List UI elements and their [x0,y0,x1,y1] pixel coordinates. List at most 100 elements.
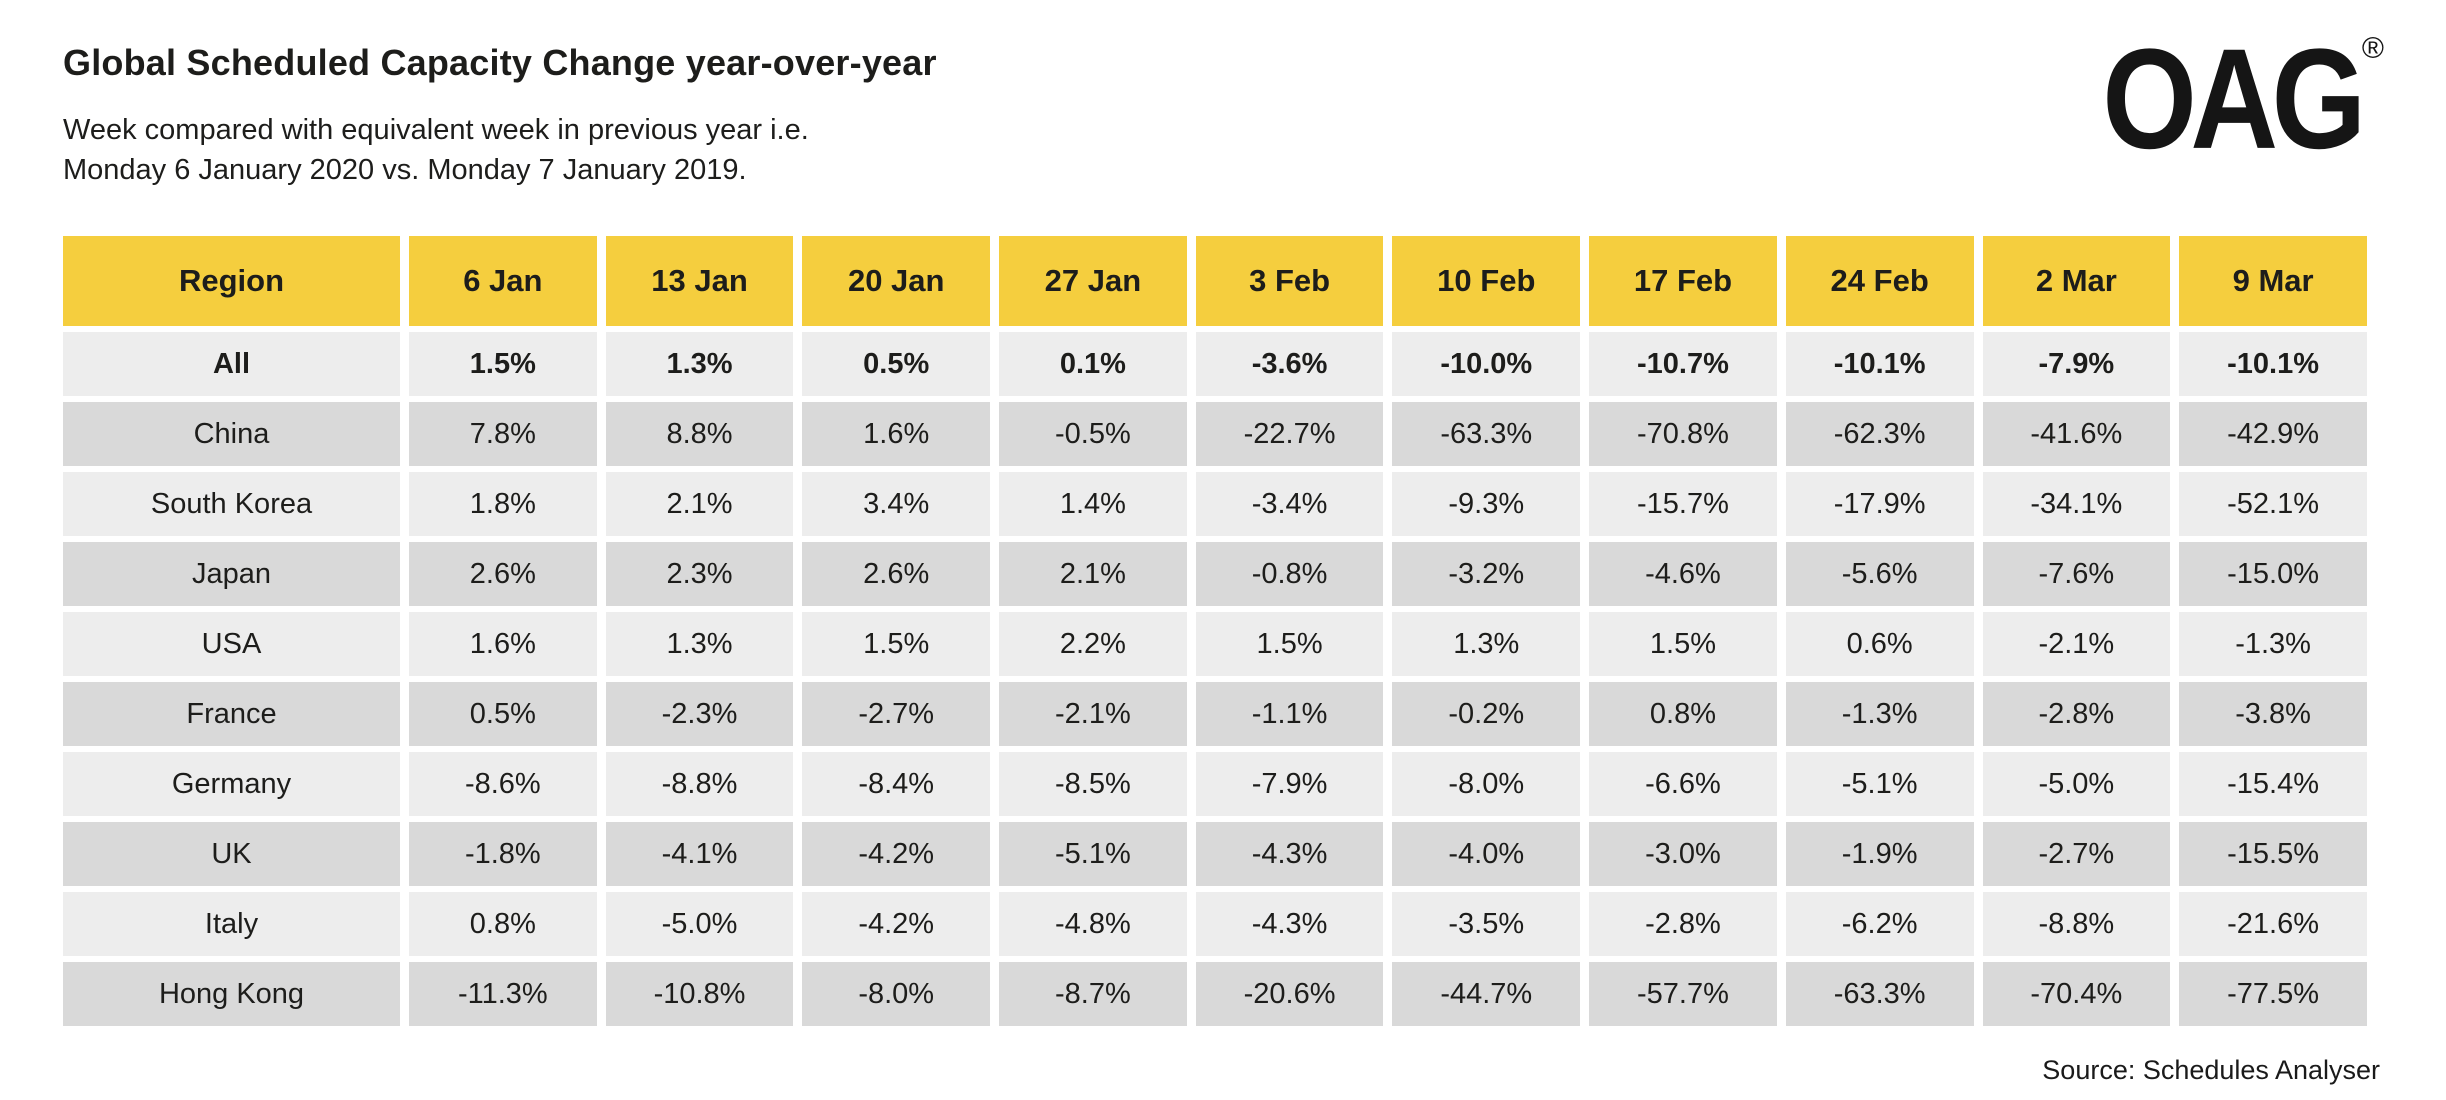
column-header-2-mar: 2 Mar [1982,236,2171,327]
column-header-20-jan: 20 Jan [802,236,991,327]
registered-trademark-symbol: ® [2361,32,2384,65]
subtitle-line-1: Week compared with equivalent week in pr… [63,114,809,146]
region-cell: Germany [63,752,400,817]
value-cell: 2.3% [605,542,794,607]
column-header-27-jan: 27 Jan [999,236,1187,327]
region-cell: Hong Kong [63,962,400,1027]
value-cell: -8.5% [999,752,1187,817]
table-row-usa: USA 1.6% 1.3% 1.5% 2.2% 1.5% 1.3% 1.5% 0.6% -2.1%… [63,612,2367,677]
value-cell: -11.3% [409,962,597,1027]
value-cell: 2.2% [999,612,1187,677]
value-cell: -7.6% [1982,542,2171,607]
page-title: Global Scheduled Capacity Change year-ov… [63,42,937,83]
value-cell: -63.3% [1785,962,1974,1027]
value-cell: -2.1% [1982,612,2171,677]
region-cell: Italy [63,892,400,957]
value-cell: -6.6% [1589,752,1777,817]
value-cell: -21.6% [2179,892,2367,957]
table-row-japan: Japan 2.6% 2.3% 2.6% 2.1% -0.8% -3.2% -4.6% -5.6… [63,542,2367,607]
value-cell: -10.1% [1785,332,1974,397]
value-cell: -4.0% [1392,822,1581,887]
value-cell: -5.0% [1982,752,2171,817]
value-cell: -44.7% [1392,962,1581,1027]
value-cell: -3.8% [2179,682,2367,747]
table-header-row: Region 6 Jan 13 Jan 20 Jan 27 Jan 3 Feb 10 Feb… [63,236,2367,327]
value-cell: 3.4% [802,472,991,537]
value-cell: -5.0% [605,892,794,957]
value-cell: -15.0% [2179,542,2367,607]
value-cell: -10.0% [1392,332,1581,397]
column-header-6-jan: 6 Jan [409,236,597,327]
value-cell: -2.8% [1982,682,2171,747]
value-cell: 8.8% [605,402,794,467]
value-cell: -52.1% [2179,472,2367,537]
value-cell: -15.7% [1589,472,1777,537]
value-cell: -4.6% [1589,542,1777,607]
value-cell: -62.3% [1785,402,1974,467]
value-cell: 1.6% [802,402,991,467]
value-cell: -0.8% [1195,542,1384,607]
value-cell: 0.5% [409,682,597,747]
value-cell: -17.9% [1785,472,1974,537]
column-header-region: Region [63,236,400,327]
region-cell: China [63,402,400,467]
value-cell: -10.7% [1589,332,1777,397]
value-cell: -4.2% [802,822,991,887]
region-cell: UK [63,822,400,887]
value-cell: 1.5% [1195,612,1384,677]
value-cell: -2.7% [802,682,991,747]
value-cell: -2.7% [1982,822,2171,887]
value-cell: -70.8% [1589,402,1777,467]
value-cell: -20.6% [1195,962,1384,1027]
value-cell: 2.1% [999,542,1187,607]
value-cell: -3.4% [1195,472,1384,537]
region-cell: France [63,682,400,747]
value-cell: -8.8% [605,752,794,817]
value-cell: -15.5% [2179,822,2367,887]
value-cell: -1.1% [1195,682,1384,747]
value-cell: -57.7% [1589,962,1777,1027]
value-cell: -42.9% [2179,402,2367,467]
subtitle: Week compared with equivalent week in pr… [63,110,2384,190]
value-cell: -5.1% [999,822,1187,887]
value-cell: -10.1% [2179,332,2367,397]
value-cell: -5.1% [1785,752,1974,817]
table-row-uk: UK -1.8% -4.1% -4.2% -5.1% -4.3% -4.0% -3.0% -1.… [63,822,2367,887]
value-cell: -1.8% [409,822,597,887]
table-row-france: France 0.5% -2.3% -2.7% -2.1% -1.1% -0.2% 0.8% -… [63,682,2367,747]
value-cell: 0.6% [1785,612,1974,677]
value-cell: 1.4% [999,472,1187,537]
value-cell: -2.3% [605,682,794,747]
value-cell: -1.3% [2179,612,2367,677]
value-cell: -8.0% [1392,752,1581,817]
value-cell: 1.3% [1392,612,1581,677]
table-body: All 1.5% 1.3% 0.5% 0.1% -3.6% -10.0% -10.7% -10.… [63,332,2367,1027]
value-cell: 1.5% [409,332,597,397]
value-cell: 0.1% [999,332,1187,397]
value-cell: -3.6% [1195,332,1384,397]
value-cell: 2.1% [605,472,794,537]
value-cell: -8.7% [999,962,1187,1027]
value-cell: 1.6% [409,612,597,677]
value-cell: 1.8% [409,472,597,537]
table-row-china: China 7.8% 8.8% 1.6% -0.5% -22.7% -63.3% -70.8%… [63,402,2367,467]
value-cell: -8.8% [1982,892,2171,957]
value-cell: -41.6% [1982,402,2171,467]
value-cell: -6.2% [1785,892,1974,957]
value-cell: -3.0% [1589,822,1777,887]
oag-logo-text: OAG [2102,19,2367,179]
value-cell: -1.3% [1785,682,1974,747]
region-cell: Japan [63,542,400,607]
region-cell: South Korea [63,472,400,537]
region-cell: All [63,332,400,397]
value-cell: -4.8% [999,892,1187,957]
value-cell: 1.5% [802,612,991,677]
value-cell: -8.4% [802,752,991,817]
value-cell: 0.8% [409,892,597,957]
table-row-south-korea: South Korea 1.8% 2.1% 3.4% 1.4% -3.4% -9.3% -15… [63,472,2367,537]
column-header-9-mar: 9 Mar [2179,236,2367,327]
value-cell: -1.9% [1785,822,1974,887]
value-cell: -4.3% [1195,892,1384,957]
value-cell: -7.9% [1982,332,2171,397]
